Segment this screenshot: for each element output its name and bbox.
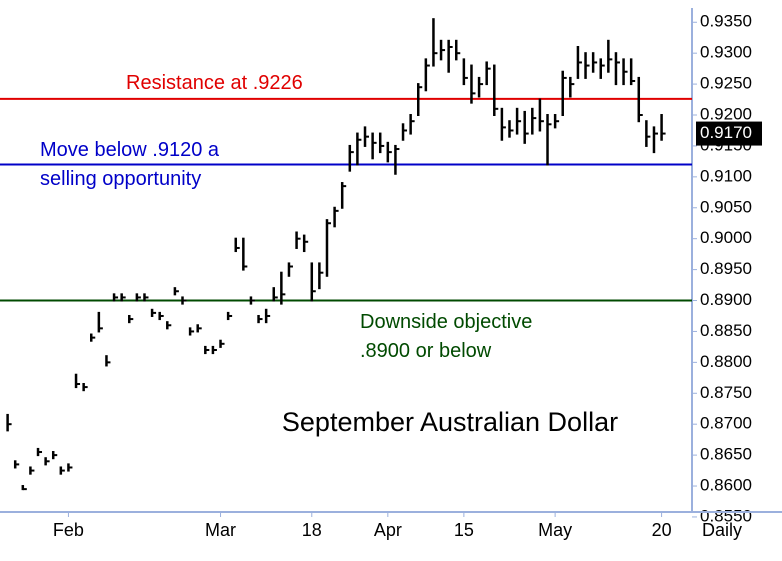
annotation: Resistance at .9226 (126, 72, 303, 94)
y-tick-label: 0.9300 (700, 43, 752, 62)
annotation: .8900 or below (360, 340, 492, 362)
last-price-box (696, 121, 762, 146)
y-tick-label: 0.8750 (700, 383, 752, 402)
y-tick-label: 0.9050 (700, 197, 752, 216)
y-tick-label: 0.8900 (700, 290, 752, 309)
y-tick-label: 0.9350 (700, 12, 752, 31)
x-tick-label: 15 (454, 520, 474, 540)
x-tick-label: 18 (302, 520, 322, 540)
y-tick-label: 0.8650 (700, 445, 752, 464)
x-tick-label: 20 (652, 520, 672, 540)
x-tick-label: Mar (205, 520, 236, 540)
last-price-label: 0.9170 (700, 123, 752, 142)
y-tick-label: 0.8700 (700, 414, 752, 433)
y-tick-label: 0.9100 (700, 166, 752, 185)
x-tick-label: Feb (53, 520, 84, 540)
x-axis-label: Daily (702, 520, 742, 540)
y-tick-label: 0.9200 (700, 104, 752, 123)
annotation: selling opportunity (40, 168, 201, 190)
chart-title: September Australian Dollar (282, 407, 618, 437)
y-tick-label: 0.8550 (700, 506, 752, 525)
y-tick-label: 0.9000 (700, 228, 752, 247)
annotation: Move below .9120 a (40, 139, 220, 161)
annotation: Downside objective (360, 311, 532, 333)
y-tick-label: 0.8600 (700, 476, 752, 495)
y-tick-label: 0.8850 (700, 321, 752, 340)
y-tick-label: 0.8950 (700, 259, 752, 278)
y-tick-label: 0.8800 (700, 352, 752, 371)
y-tick-label: 0.9250 (700, 74, 752, 93)
x-tick-label: Apr (374, 520, 402, 540)
x-tick-label: May (538, 520, 572, 540)
